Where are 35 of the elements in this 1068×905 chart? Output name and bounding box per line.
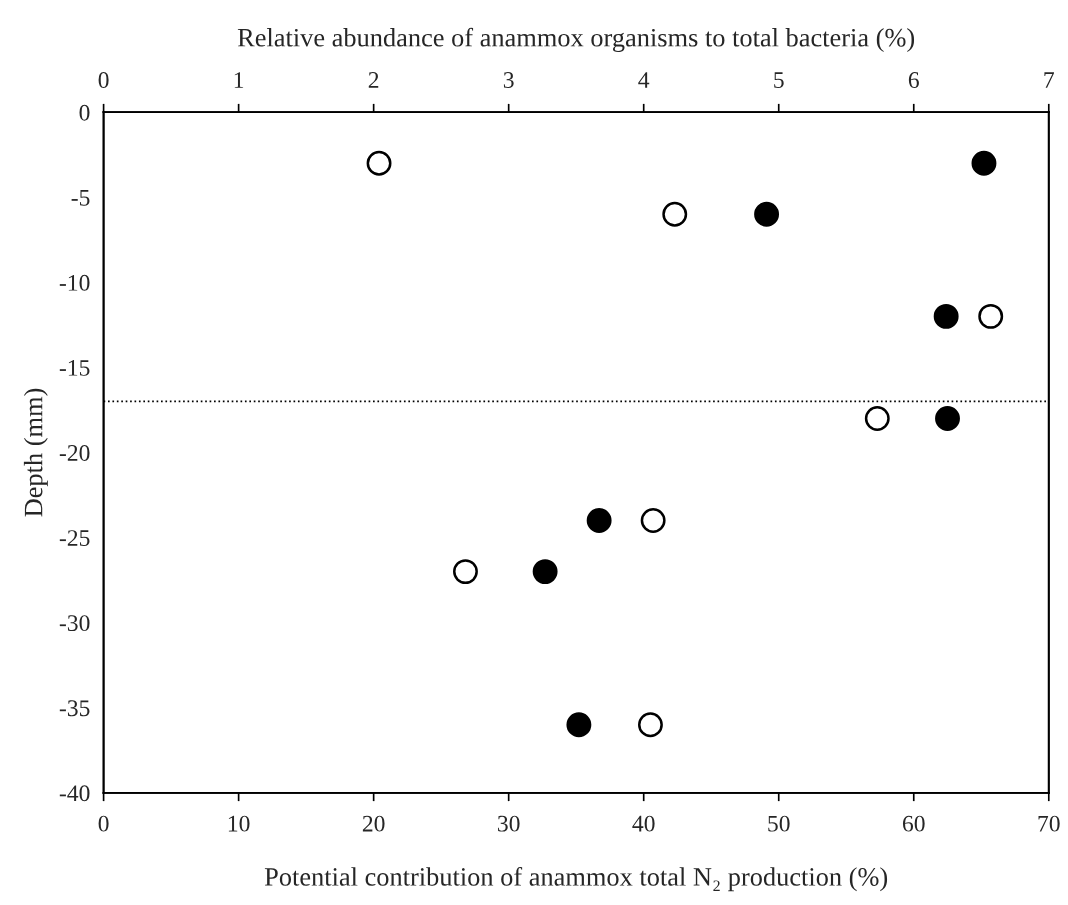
y-tick-label: -5 <box>71 190 90 206</box>
y-tick-label: -10 <box>59 274 90 291</box>
x2-tick-label: 1 <box>234 72 244 88</box>
point <box>566 712 592 738</box>
x2-axis-title: Relative abundance of anammox organisms to total bacteria (%) <box>237 27 915 53</box>
x-tick-label: 40 <box>632 815 655 832</box>
y-tick-label: -25 <box>59 530 90 546</box>
y-tick-label: -30 <box>59 615 90 632</box>
point <box>935 406 960 431</box>
y-tick-label: -35 <box>59 700 90 717</box>
x-axis-title: Potential contribution of anammox total N₂ production (%) <box>264 866 888 892</box>
x2-tick-label: 2 <box>368 72 379 88</box>
point <box>532 559 558 585</box>
x-tick-label: 60 <box>902 815 925 832</box>
x-tick-label: 10 <box>228 815 250 832</box>
y-tick-label: 0 <box>79 104 90 121</box>
x-tick-label: 50 <box>768 815 790 832</box>
point <box>933 303 959 329</box>
x-tick-label: 0 <box>98 815 109 832</box>
y-tick-label: -15 <box>59 360 90 376</box>
x-tick-label: 20 <box>362 815 385 832</box>
y-axis-title: Depth (mm) <box>23 388 48 517</box>
x2-tick-label: 4 <box>638 72 650 88</box>
x-tick-label: 70 <box>1038 815 1060 832</box>
point <box>971 150 997 176</box>
x2-tick-label: 3 <box>503 72 514 88</box>
point <box>586 508 612 533</box>
x2-tick-label: 5 <box>774 72 784 88</box>
x-tick-label: 30 <box>498 815 520 832</box>
x2-tick-label: 6 <box>908 72 919 88</box>
point <box>754 201 780 227</box>
y-tick-label: -20 <box>59 444 90 461</box>
x2-tick-label: 0 <box>98 72 109 88</box>
y-tick-label: -40 <box>59 785 90 802</box>
x2-tick-label: 7 <box>1044 72 1054 88</box>
